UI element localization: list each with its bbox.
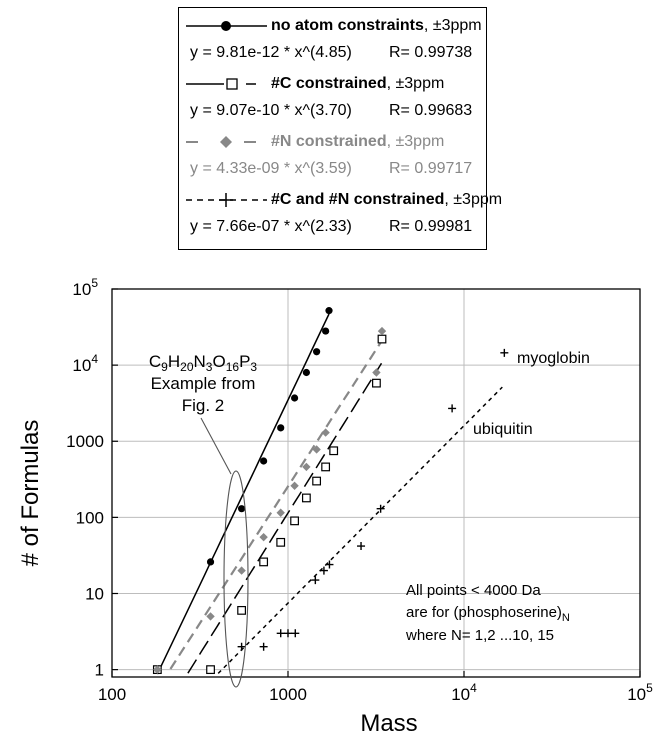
legend-name-c-and-n-constrained: #C and #N constrained xyxy=(271,191,445,208)
annotation-example-line1: Example from xyxy=(151,374,256,393)
legend-name-c-constrained: #C constrained xyxy=(271,75,387,92)
legend-r-no-atom-constraints: R= 0.99738 xyxy=(389,44,473,61)
data-point-series-1 xyxy=(321,462,331,472)
data-point-series-2 xyxy=(321,428,330,437)
x-tick-label: 104 xyxy=(451,681,477,704)
legend-name-no-atom-constraints: no atom constraints xyxy=(271,17,424,34)
legend-sample-no-atom-constraints xyxy=(186,21,267,31)
legend-entry-n-constrained: #N constrained, ±3ppm y = 4.33e-09 * x^(… xyxy=(179,129,484,187)
y-axis-label: # of Formulas xyxy=(17,420,44,567)
data-point-series-3 xyxy=(311,576,320,585)
data-point-series-2 xyxy=(259,532,268,542)
data-point-series-0 xyxy=(322,327,330,335)
data-point-series-0 xyxy=(302,368,310,377)
data-point-series-1 xyxy=(301,493,311,503)
data-point-series-3 xyxy=(500,348,509,357)
data-point-series-1 xyxy=(259,557,269,567)
y-tick-label: 1000 xyxy=(66,432,104,451)
legend-entry-c-and-n-constrained: #C and #N constrained, ±3ppm y = 7.66e-0… xyxy=(179,187,502,245)
data-point-series-3 xyxy=(237,642,246,651)
annotation-example-line2: Fig. 2 xyxy=(182,396,225,415)
annotation-note-line2: are for (phosphoserine)N xyxy=(406,604,570,624)
data-point-series-1 xyxy=(276,537,286,547)
fit-line-1 xyxy=(187,362,383,674)
x-tick-label: 1000 xyxy=(269,685,307,704)
data-point-series-2 xyxy=(372,368,381,377)
legend-entry-c-constrained: #C constrained, ±3ppm y = 9.07e-10 * x^(… xyxy=(179,71,484,129)
y-tick-label: 104 xyxy=(72,352,98,375)
fit-line-2 xyxy=(169,340,383,670)
data-point-series-2 xyxy=(237,566,246,575)
legend-equation-no-atom-constraints: y = 9.81e-12 * x^(4.85) xyxy=(190,44,352,61)
data-point-series-2 xyxy=(312,445,321,454)
data-point-series-3 xyxy=(325,560,334,569)
data-point-series-2 xyxy=(206,612,215,621)
data-point-series-1 xyxy=(290,516,299,526)
legend-equation-n-constrained: y = 4.33e-09 * x^(3.59) xyxy=(190,160,352,177)
data-point-series-2 xyxy=(290,481,299,490)
data-point-series-3 xyxy=(376,504,385,513)
annotation-example-leader xyxy=(200,417,232,475)
x-tick-label: 100 xyxy=(98,685,126,704)
y-tick-label: 105 xyxy=(72,276,98,299)
y-tick-label: 1 xyxy=(95,661,104,680)
plot-frame xyxy=(111,288,641,678)
data-point-series-0 xyxy=(238,505,246,513)
legend-suffix: , ±3ppm xyxy=(423,17,482,34)
legend-equation-c-constrained: y = 9.07e-10 * x^(3.70) xyxy=(190,102,352,119)
annotation-note-line3: where N= 1,2 ...10, 15 xyxy=(405,627,554,644)
plot-area: 100 1000 104 105 1 10 100 1000 104 105 Mass # of Fo… xyxy=(17,276,653,737)
legend-sample-c-constrained xyxy=(186,78,256,90)
data-point-series-2 xyxy=(276,508,285,517)
legend-entry-no-atom-constraints: no atom constraints, ±3ppm y = 9.81e-12 … xyxy=(179,13,484,71)
legend-suffix: , ±3ppm xyxy=(386,133,445,150)
data-point-series-1 xyxy=(206,665,215,675)
legend: no atom constraints, ±3ppm y = 9.81e-12 … xyxy=(178,7,502,250)
legend-equation-c-and-n-constrained: y = 7.66e-07 * x^(2.33) xyxy=(190,218,352,235)
annotation-example-ellipse xyxy=(223,470,249,688)
data-point-series-3 xyxy=(357,542,366,551)
data-point-series-0 xyxy=(290,394,299,402)
legend-r-n-constrained: R= 0.99717 xyxy=(389,160,473,177)
data-point-series-1 xyxy=(372,378,381,388)
legend-r-c-and-n-constrained: R= 0.99981 xyxy=(389,218,473,235)
data-point-series-1 xyxy=(377,334,387,344)
x-axis-label: Mass xyxy=(360,710,417,737)
data-point-series-3 xyxy=(448,404,457,413)
data-point-series-3 xyxy=(259,642,268,651)
annotation-ubiquitin: ubiquitin xyxy=(473,421,533,438)
legend-sample-n-constrained xyxy=(186,136,256,148)
data-point-series-3 xyxy=(284,629,292,638)
annotation-example-formula: C9H20N3O16P3 xyxy=(149,352,258,374)
y-tick-label: 10 xyxy=(85,584,104,603)
plot-background xyxy=(112,289,640,677)
data-point-series-2 xyxy=(377,326,387,336)
annotation-note-line1: All points < 4000 Da xyxy=(406,582,541,599)
data-point-series-2 xyxy=(153,665,162,674)
data-point-series-1 xyxy=(312,476,322,486)
x-tick-label: 105 xyxy=(627,681,653,704)
data-point-series-0 xyxy=(260,457,268,465)
legend-sample-c-and-n-constrained xyxy=(186,193,267,207)
data-point-series-2 xyxy=(302,462,311,472)
data-point-series-3 xyxy=(319,566,328,575)
data-point-series-1 xyxy=(329,446,339,456)
data-point-series-1 xyxy=(237,605,247,615)
data-point-series-0 xyxy=(277,424,285,432)
y-tick-label: 100 xyxy=(76,508,104,527)
data-point-series-0 xyxy=(325,307,333,315)
fit-line-3 xyxy=(217,386,503,674)
data-point-series-3 xyxy=(291,629,300,638)
legend-name-n-constrained: #N constrained xyxy=(271,133,387,150)
annotation-myoglobin: myoglobin xyxy=(517,350,590,367)
legend-r-c-constrained: R= 0.99683 xyxy=(389,102,473,119)
data-point-series-3 xyxy=(276,629,285,638)
legend-suffix: , ±3ppm xyxy=(444,191,503,208)
data-point-series-0 xyxy=(313,348,321,356)
data-point-series-0 xyxy=(206,558,215,566)
legend-suffix: , ±3ppm xyxy=(386,75,445,92)
